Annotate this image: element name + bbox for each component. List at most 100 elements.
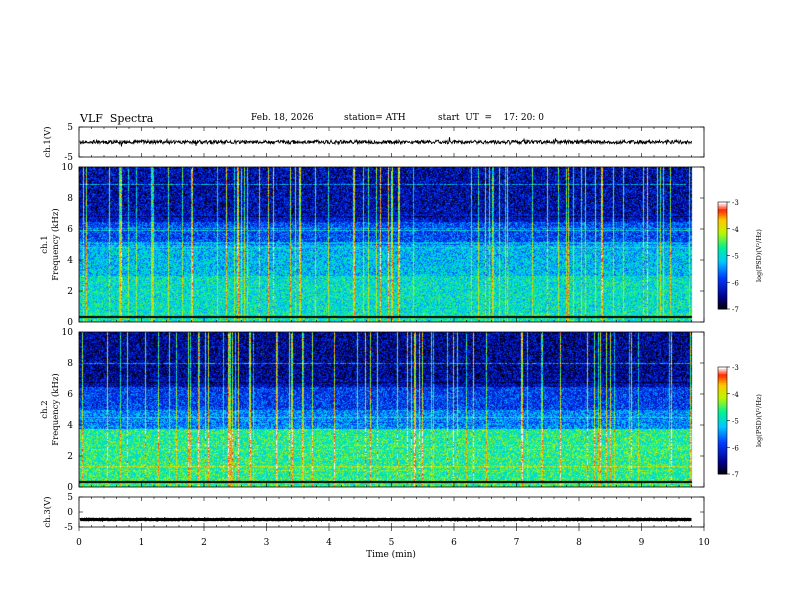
date-label: Feb. 18, 2026 (251, 113, 314, 123)
y-axis-label-ch3-waveform: ch.3(V) (42, 496, 53, 527)
colorbar-segment (718, 269, 727, 273)
colorbar-segment (718, 216, 727, 219)
colorbar-segment (718, 367, 727, 370)
y-tick-label: 5 (67, 123, 73, 133)
colorbar-segment (718, 404, 727, 407)
colorbar-segment (718, 266, 727, 269)
colorbar-segment (718, 291, 727, 294)
spectrogram-image-ch1 (79, 167, 704, 322)
y-tick-label: -5 (64, 523, 73, 533)
start-time-label: start UT = 17: 20: 0 (438, 113, 544, 123)
colorbar-segment (718, 282, 727, 285)
colorbar-segment (718, 202, 727, 205)
colorbar-segment (718, 465, 727, 468)
panel-frame-ch3-waveform (78, 496, 705, 528)
colorbar-segment (718, 436, 727, 439)
y-axis-label-ch1-waveform: ch.1(V) (42, 126, 53, 157)
colorbar-segment (718, 429, 727, 432)
colorbar-segment (718, 260, 727, 264)
colorbar-segment (718, 383, 727, 386)
colorbar-segment (718, 447, 727, 450)
colorbar-segment (718, 301, 727, 305)
colorbar-segment (718, 454, 727, 457)
colorbar-tick-label: -6 (732, 279, 739, 287)
colorbar-segment (718, 235, 727, 239)
y-tick-label: 8 (67, 194, 73, 204)
colorbar-segment (718, 377, 727, 380)
colorbar-segment (718, 431, 727, 434)
colorbar-segment (718, 381, 727, 384)
colorbar-segment (718, 399, 727, 402)
colorbar-segment (718, 212, 727, 215)
colorbar-segment (718, 413, 727, 416)
colorbar-segment (718, 289, 727, 292)
colorbar-tick-label: -3 (732, 364, 739, 372)
colorbar-segment (718, 210, 727, 214)
x-tick-label: 7 (514, 538, 520, 548)
spectrogram-image-ch2 (79, 332, 704, 487)
colorbar-segment (718, 438, 727, 441)
colorbar-segment (718, 452, 727, 455)
colorbar-segment (718, 468, 727, 471)
colorbar-segment (718, 276, 727, 280)
x-tick-label: 6 (451, 538, 457, 548)
colorbar-segment (718, 386, 727, 389)
colorbar-segment (718, 415, 727, 418)
colorbar-segment (718, 409, 727, 413)
x-tick-label: 1 (139, 538, 145, 548)
colorbar-segment (718, 472, 727, 475)
colorbar-ch1 (717, 201, 730, 310)
colorbar-segment (718, 214, 727, 217)
colorbar-segment (718, 379, 727, 382)
colorbar-segment (718, 440, 727, 443)
y-tick-label: -5 (64, 153, 73, 163)
colorbar-segment (718, 226, 727, 230)
colorbar-segment (718, 457, 727, 461)
colorbar-segment (718, 284, 727, 287)
colorbar-segment (718, 434, 727, 438)
colorbar-segment (718, 205, 727, 208)
colorbar-segment (718, 303, 727, 306)
colorbar-tick-label: -3 (732, 199, 739, 207)
colorbar-tick-label: -4 (732, 226, 739, 234)
colorbar-segment (718, 466, 727, 470)
colorbar-segment (718, 234, 727, 237)
colorbar-segment (718, 259, 727, 262)
x-tick-label: 8 (576, 538, 582, 548)
colorbar-segment (718, 375, 727, 379)
colorbar-segment (718, 420, 727, 423)
colorbar-segment (718, 374, 727, 377)
colorbar-segment (718, 246, 727, 249)
x-tick-label: 9 (639, 538, 645, 548)
colorbar-tick-label: -5 (732, 418, 739, 426)
y-axis-label-sub-ch2-spectrogram: Frequency (kHz) (50, 373, 61, 445)
colorbar-segment (718, 470, 727, 473)
colorbar-segment (718, 241, 727, 244)
colorbar-segment (718, 251, 727, 255)
y-tick-label: 2 (67, 287, 73, 297)
colorbar-segment (718, 243, 727, 246)
colorbar-segment (718, 441, 727, 445)
y-axis-label-ch1-spectrogram: ch.1 (40, 235, 50, 253)
station-label: station= ATH (344, 113, 406, 123)
colorbar-segment (718, 402, 727, 405)
colorbar-tick-label: -6 (732, 444, 739, 452)
colorbar-segment (718, 221, 727, 224)
colorbar-segment (718, 271, 727, 274)
colorbar-segment (718, 225, 727, 228)
colorbar-segment (718, 427, 727, 430)
x-tick-label: 0 (76, 538, 82, 548)
colorbar-segment (718, 280, 727, 283)
colorbar-segment (718, 397, 727, 400)
y-tick-label: 8 (67, 359, 73, 369)
colorbar-segment (718, 422, 727, 425)
colorbar-segment (718, 425, 727, 429)
x-tick-label: 5 (389, 538, 395, 548)
colorbar-segment (718, 237, 727, 240)
y-tick-label: 0 (67, 483, 73, 493)
colorbar-segment (718, 411, 727, 414)
colorbar-segment (718, 424, 727, 427)
colorbar-segment (718, 203, 727, 207)
colorbar-segment (718, 445, 727, 448)
colorbar-segment (718, 248, 727, 251)
